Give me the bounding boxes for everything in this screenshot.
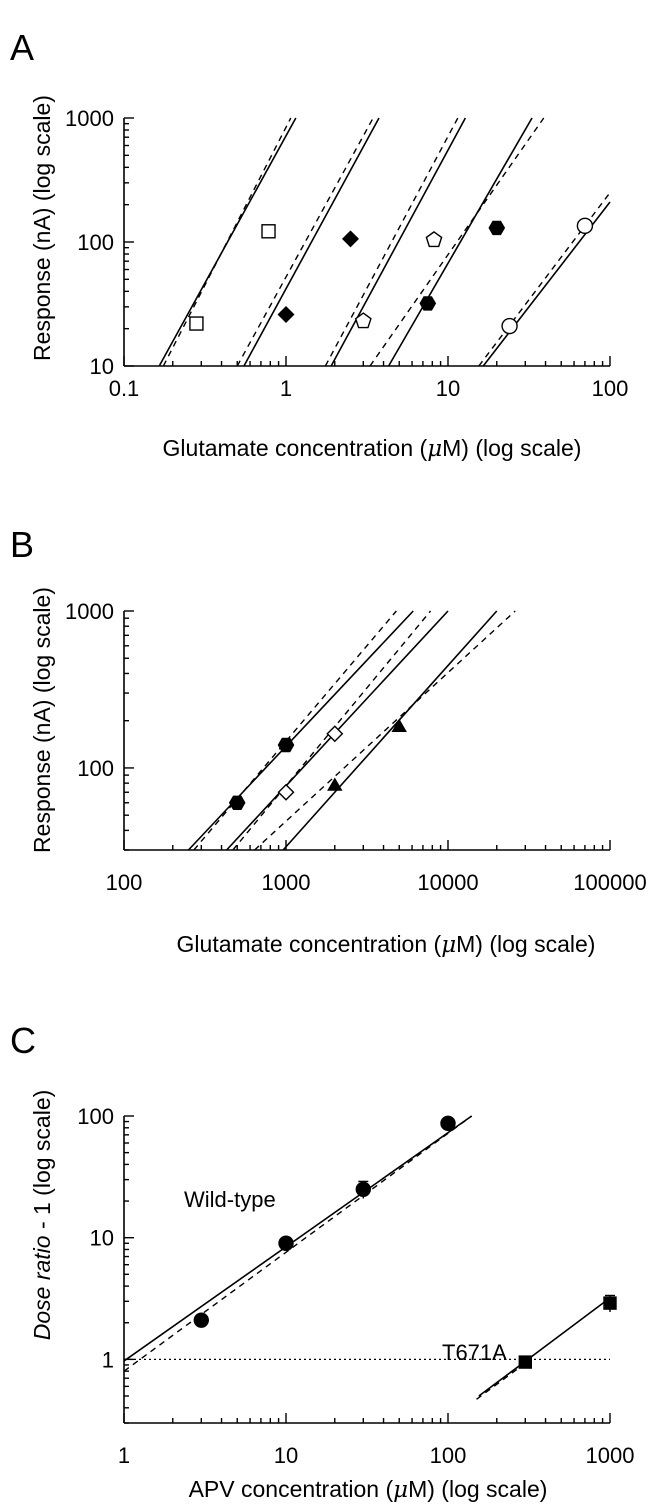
panel-a-series-3-point <box>354 312 372 329</box>
panel-c-series-1-dashed-fit <box>123 1115 473 1372</box>
panel-c-ylabel: Dose ratio - 1 (log scale) <box>29 1090 55 1341</box>
panel-a-x-tick-label: 100 <box>592 376 629 401</box>
panel-a-series-5-dashed-fit <box>478 192 611 367</box>
panel-a-plot: 0.1 1 10 100 10 100 1000 <box>65 106 628 401</box>
panel-b: B 100 1000 10000 100000 100 1000 Glutamate co… <box>10 524 647 958</box>
panel-b-series-3-dashed-fit <box>254 610 516 851</box>
panel-c-series-1-point <box>278 1235 294 1251</box>
panel-b-x-tick-label: 1000 <box>262 870 311 895</box>
panel-a-series-1-point <box>189 316 204 331</box>
panel-c-plot: 1 10 100 1000 1 10 100 Wild-type T671A <box>77 1104 634 1468</box>
panel-c: C 1 10 100 1000 1 10 100 Wild-type T671A APV con… <box>10 1020 634 1503</box>
panel-a-ylabel: Response (nA) (log scale) <box>29 95 55 361</box>
panel-a-y-tick-label: 1000 <box>65 106 114 131</box>
panel-c-series-1-point <box>193 1312 209 1328</box>
panel-c-x-tick-label: 10 <box>274 1443 298 1468</box>
panel-c-series-1-solid-fit <box>123 1115 473 1362</box>
panel-a-x-tick-label: 1 <box>280 376 292 401</box>
panel-c-series-label-2: T671A <box>442 1340 507 1365</box>
panel-b-series-1-point <box>228 795 246 810</box>
panel-c-y-tick-label: 10 <box>90 1226 114 1251</box>
panel-a-xlabel: Glutamate concentration (μM) (log scale) <box>163 435 582 462</box>
panel-a: A 0.1 1 10 100 10 100 1000 Glutamate concentra… <box>10 27 628 462</box>
panel-a-series-2-point <box>342 230 359 248</box>
panel-b-series-1-solid-fit <box>187 610 414 851</box>
panel-a-series-1-dashed-fit <box>162 117 292 367</box>
panel-a-series-1-point <box>261 224 276 239</box>
panel-c-series-1-point <box>355 1181 371 1197</box>
panel-b-series-3-solid-fit <box>282 610 498 851</box>
panel-c-xlabel: APV concentration (μM) (log scale) <box>189 1476 548 1503</box>
panel-label-c: C <box>10 1020 36 1061</box>
panel-b-series-2-point <box>277 783 295 801</box>
panel-a-series-3-solid-fit <box>330 117 467 367</box>
panel-a-y-tick-label: 100 <box>77 230 114 255</box>
panel-b-series-2-point <box>326 725 344 743</box>
panel-a-series-5-point <box>501 317 518 335</box>
panel-b-x-tick-label: 100000 <box>573 870 646 895</box>
panel-b-series-1-point <box>277 737 295 753</box>
panel-c-series-label-1: Wild-type <box>184 1187 276 1212</box>
panel-a-series-4-solid-fit <box>387 117 533 367</box>
panel-b-x-tick-label: 10000 <box>417 870 478 895</box>
panel-b-y-tick-label: 1000 <box>65 599 114 624</box>
panel-a-series-4-point <box>488 220 506 236</box>
panel-b-series-3-point <box>391 718 407 732</box>
panel-a-series-1-solid-fit <box>158 117 297 367</box>
panel-a-y-tick-label: 10 <box>90 354 114 379</box>
panel-a-series-3-dashed-fit <box>324 117 459 367</box>
panel-c-series-1-point <box>440 1115 456 1132</box>
panel-a-series-3-point <box>425 231 443 248</box>
panel-a-series-5-point <box>576 217 594 235</box>
panel-c-y-tick-label: 100 <box>77 1104 114 1129</box>
panel-label-b: B <box>10 524 34 565</box>
panel-a-series-4-point <box>419 296 437 311</box>
panel-c-series-2-point <box>603 1296 617 1310</box>
panel-c-x-tick-label: 100 <box>430 1443 467 1468</box>
panel-c-series-2-point <box>518 1355 532 1369</box>
panel-b-plot: 100 1000 10000 100000 100 1000 <box>65 599 647 895</box>
panel-c-y-tick-label: 1 <box>102 1347 114 1372</box>
panel-a-series-2-solid-fit <box>243 117 380 367</box>
panel-c-series-2-solid-fit <box>478 1297 611 1397</box>
panel-a-series-2-point <box>277 306 295 323</box>
panel-a-series-4-dashed-fit <box>369 117 545 367</box>
panel-a-series-2-dashed-fit <box>236 117 374 367</box>
panel-b-ylabel: Response (nA) (log scale) <box>29 587 55 853</box>
panel-b-series-1-dashed-fit <box>193 610 397 851</box>
panel-a-x-tick-label: 10 <box>436 376 460 401</box>
panel-c-x-tick-label: 1000 <box>586 1443 635 1468</box>
panel-a-x-tick-label: 0.1 <box>109 376 140 401</box>
panel-b-series-3-point <box>327 777 343 791</box>
panel-b-x-tick-label: 100 <box>106 870 143 895</box>
panel-b-y-tick-label: 100 <box>77 756 114 781</box>
panel-b-xlabel: Glutamate concentration (μM) (log scale) <box>177 931 596 958</box>
panel-c-series-2-dashed-fit <box>476 1362 526 1400</box>
panel-c-x-tick-label: 1 <box>118 1443 130 1468</box>
panel-label-a: A <box>10 27 34 68</box>
